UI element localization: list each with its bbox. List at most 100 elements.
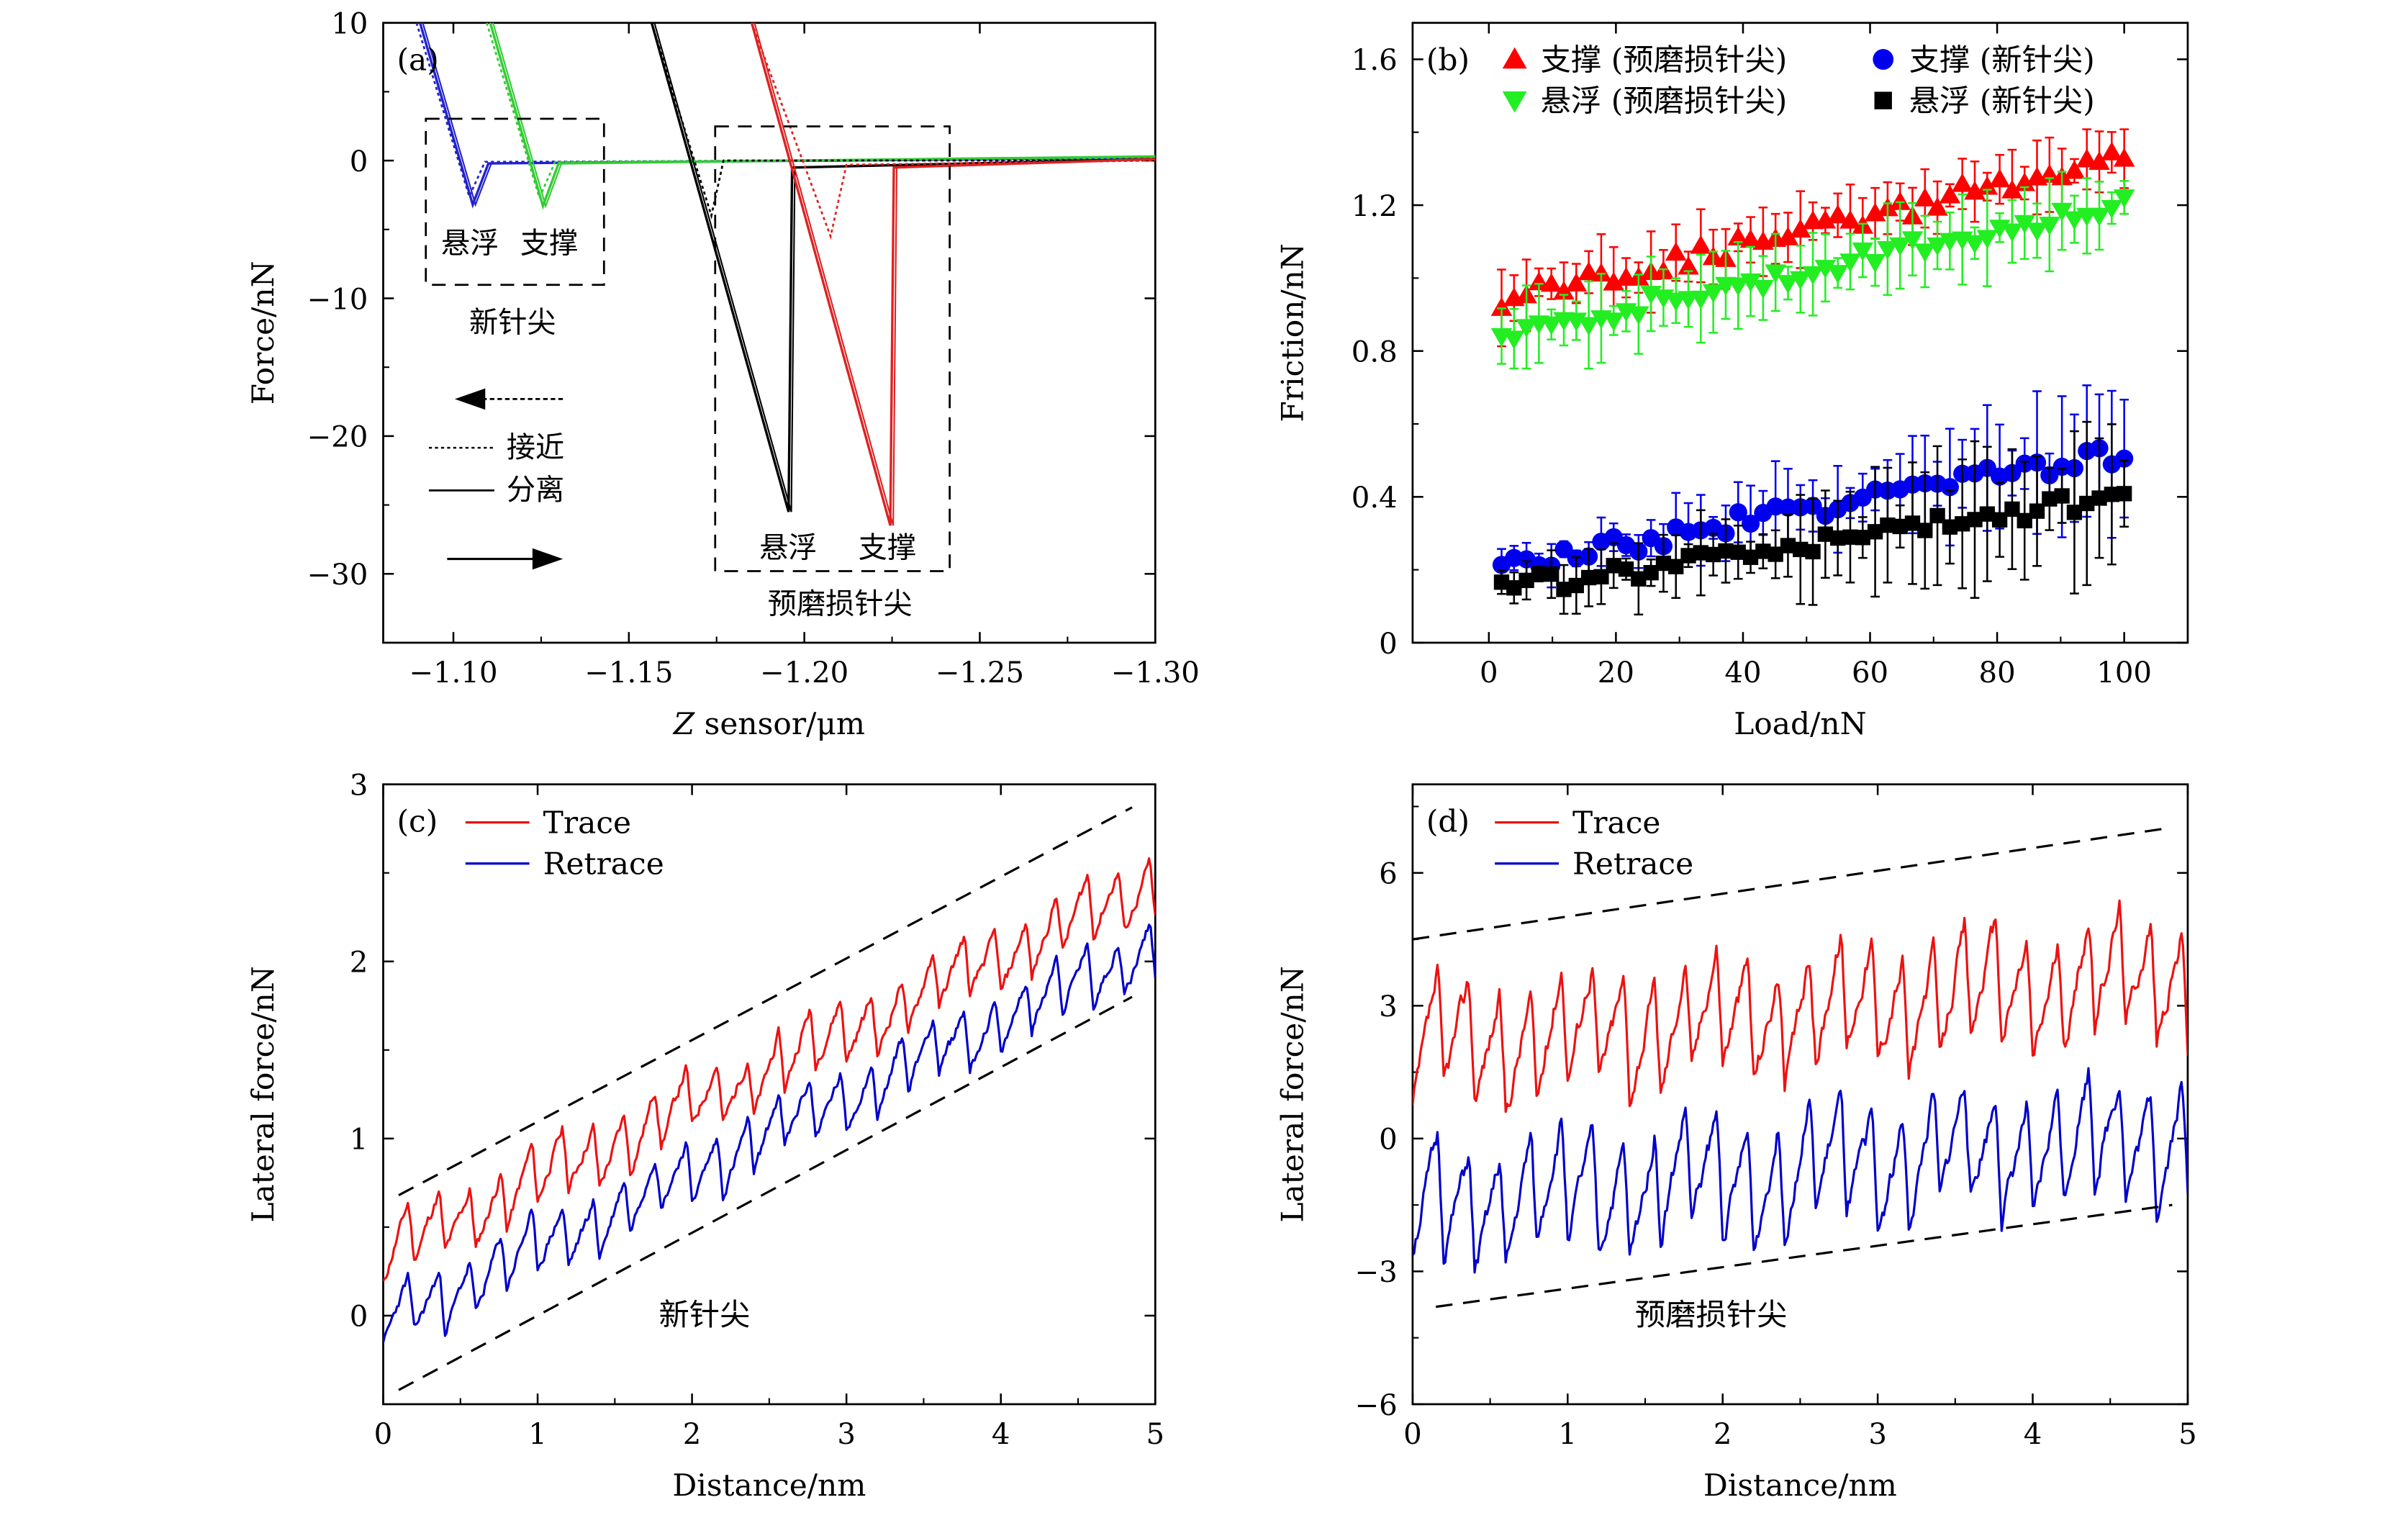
data-point xyxy=(1593,569,1609,584)
data-point xyxy=(1765,264,1786,284)
data-point xyxy=(1553,281,1575,300)
series-line-retrace xyxy=(383,923,1156,1343)
data-point xyxy=(1503,330,1525,350)
x-tick-label: 4 xyxy=(2024,1418,2042,1451)
data-point xyxy=(1506,580,1522,596)
x-tick-label: 4 xyxy=(992,1418,1010,1451)
data-point xyxy=(1901,231,1924,250)
x-tick-label: −1.25 xyxy=(936,656,1024,690)
data-point xyxy=(1590,263,1612,282)
data-point xyxy=(1518,572,1534,589)
x-tick-label: 5 xyxy=(2178,1418,2197,1451)
x-tick-label: −1.30 xyxy=(1111,656,1200,690)
data-point xyxy=(1964,181,1986,200)
retract-curve-2 xyxy=(653,22,1156,512)
data-point xyxy=(1855,530,1870,546)
x-axis-label: Distance/nm xyxy=(1703,1468,1897,1503)
data-point xyxy=(1964,235,1986,254)
retract-curve-2 xyxy=(753,22,1156,526)
envelope-line xyxy=(1412,827,2165,941)
x-axis-label: Distance/nm xyxy=(672,1468,866,1503)
plot-area xyxy=(415,22,1156,526)
data-point xyxy=(1988,168,2011,188)
legend-label: 支撑 (新针尖) xyxy=(1909,42,2095,77)
label-worn-tip: 预磨损针尖 xyxy=(768,588,913,621)
legend-label: Retrace xyxy=(1572,846,1693,882)
data-point xyxy=(1805,543,1821,560)
legend-label: Trace xyxy=(1572,805,1660,840)
legend-label: 支撑 (预磨损针尖) xyxy=(1541,42,1788,77)
data-point xyxy=(1705,546,1721,563)
plot-area xyxy=(383,806,1156,1391)
data-point xyxy=(1702,284,1724,303)
data-point xyxy=(1979,506,1995,522)
x-axis-label: Load/nN xyxy=(1734,706,1866,741)
x-tick-label: 3 xyxy=(1868,1418,1887,1451)
data-point xyxy=(1693,545,1709,561)
panel-a: −1.10 −1.15 −1.20 −1.25 −1.30 10 0 −10 −20 −30 Z s… xyxy=(245,8,1200,741)
data-point xyxy=(1680,548,1696,564)
y-tick-label: 0 xyxy=(350,1301,368,1334)
y-tick-label: 0.4 xyxy=(1352,482,1398,515)
data-point xyxy=(1603,271,1625,291)
data-point xyxy=(1904,515,1921,531)
data-point xyxy=(1690,235,1712,254)
data-point xyxy=(1976,230,1999,249)
data-point xyxy=(1917,523,1933,538)
data-point xyxy=(1528,271,1550,291)
data-point xyxy=(2063,211,2086,230)
x-tick-label: 40 xyxy=(1724,656,1761,690)
data-point xyxy=(1864,202,1886,222)
x-tick-label: −1.20 xyxy=(760,656,848,690)
data-point xyxy=(1603,312,1625,332)
data-point xyxy=(1606,558,1621,574)
retract-curve xyxy=(750,22,1156,526)
x-axis-label-italic: Z xyxy=(672,706,695,741)
label-supported-worn: 支撑 xyxy=(859,531,916,564)
legend-label: Retrace xyxy=(543,846,664,882)
data-point xyxy=(2017,512,2032,529)
data-point xyxy=(2088,207,2110,227)
data-point xyxy=(1842,529,1858,545)
x-tick-label: 20 xyxy=(1598,656,1634,690)
data-point xyxy=(1793,541,1809,558)
data-point xyxy=(1951,173,1973,192)
approach-curve xyxy=(486,22,1156,201)
panel-label: (b) xyxy=(1426,42,1470,77)
y-axis-label: Friction/nN xyxy=(1275,243,1311,422)
data-point xyxy=(1729,503,1747,522)
x-axis-label-rest: sensor/μm xyxy=(694,706,865,741)
data-point xyxy=(2066,505,2083,520)
data-point xyxy=(2101,141,2123,161)
x-tick-label: 60 xyxy=(1852,656,1888,690)
approach-curve xyxy=(651,22,1156,220)
data-point xyxy=(1955,516,1970,532)
data-point xyxy=(1889,191,1911,210)
data-point xyxy=(1742,549,1759,565)
panel-label: (a) xyxy=(397,42,439,77)
envelope-line xyxy=(1435,1203,2173,1309)
separate-arrow-head xyxy=(532,548,563,570)
data-point xyxy=(1940,478,1959,497)
y-tick-label: 0 xyxy=(1379,628,1398,661)
approach-curve xyxy=(751,22,1156,240)
data-point xyxy=(2001,179,2023,199)
data-point xyxy=(2116,486,2132,502)
legend-label: 悬浮 (新针尖) xyxy=(1909,83,2095,118)
data-point xyxy=(1778,498,1798,517)
data-point xyxy=(2004,501,2020,518)
y-axis-label: Lateral force/nN xyxy=(245,966,281,1222)
panel-c: 0 1 2 3 4 5 0 1 2 3 Distance/nm Lateral force/nN (c)… xyxy=(245,769,1164,1503)
data-point xyxy=(1877,241,1898,260)
data-point xyxy=(2051,202,2073,222)
data-point xyxy=(1839,209,1861,229)
approach-curve xyxy=(415,22,1156,199)
plot-frame xyxy=(382,783,1157,1406)
data-point xyxy=(2079,495,2095,512)
data-point xyxy=(1889,237,1911,256)
data-point xyxy=(1655,555,1672,571)
retract-curve xyxy=(650,22,1156,512)
data-point xyxy=(1739,273,1762,292)
data-point xyxy=(1544,566,1560,582)
x-tick-label: 2 xyxy=(683,1418,702,1451)
